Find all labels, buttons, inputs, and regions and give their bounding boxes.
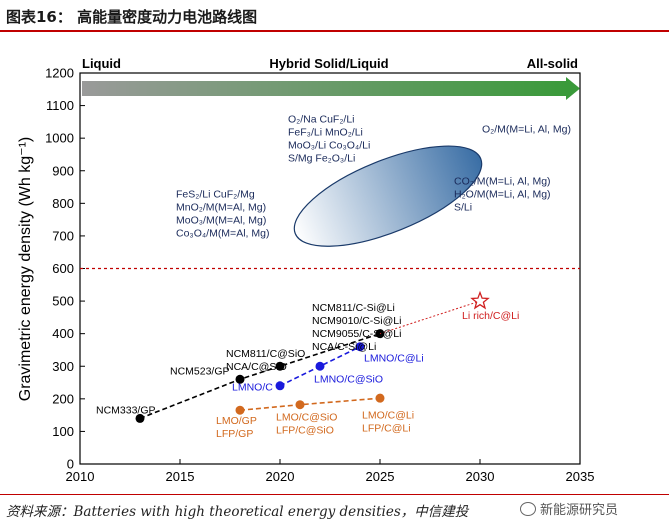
annotation-label: NCM811/C-Si@Li NCM9010/C-Si@Li NCM9055/C-S…: [312, 302, 401, 353]
annotation-line: LMNO/C@SiO: [314, 374, 383, 386]
x-tick-label: 2015: [166, 469, 195, 484]
footer-rule: [0, 494, 669, 495]
annotation-label: LMNO/C@SiO: [314, 374, 383, 386]
phase-label-liquid: Liquid: [82, 56, 121, 71]
annotation-label: CO₂/M(M=Li, Al, Mg) H₂O/M(M=Li, Al, Mg) S/…: [454, 175, 551, 213]
annotation-line: MoO₃/Li Co₃O₄/Li: [288, 140, 370, 152]
annotation-label: LMO/C@Li LFP/C@Li: [362, 409, 414, 434]
x-tick-label: 2035: [566, 469, 595, 484]
x-tick-label: 2025: [366, 469, 395, 484]
figure-title: 图表16： 高能量密度动力电池路线图: [6, 8, 258, 26]
annotation-line: LMO/C@SiO: [276, 412, 337, 424]
annotation-line: FeF₃/Li MnO₂/Li: [288, 127, 363, 139]
annotation-line: H₂O/M(M=Li, Al, Mg): [454, 188, 551, 200]
annotation-line: LMO/GP: [216, 415, 257, 427]
watermark: 新能源研究员: [520, 499, 618, 518]
annotation-line: CO₂/M(M=Li, Al, Mg): [454, 175, 551, 187]
annotation-label: O₂/Na CuF₂/Li FeF₃/Li MnO₂/Li MoO₃/Li Co₃O…: [288, 114, 370, 165]
data-point-orange: [375, 393, 385, 403]
annotation-line: MoO₃/M(M=Al, Mg): [176, 214, 266, 226]
annotation-line: S/Mg Fe₂O₃/Li: [288, 153, 355, 165]
y-tick-label: 1100: [46, 98, 74, 113]
phase-arrow: [82, 77, 580, 100]
annotation-label: FeS₂/Li CuF₂/Mg MnO₂/M(M=Al, Mg) MoO₃/M(M=…: [176, 188, 269, 239]
annotation-line: O₂/Na CuF₂/Li: [288, 114, 355, 126]
annotation-line: S/Li: [454, 201, 472, 213]
x-tick-label: 2030: [466, 469, 495, 484]
series-line-black: [139, 332, 381, 420]
annotation-label: LMNO/C: [232, 382, 273, 394]
header: 图表16： 高能量密度动力电池路线图: [0, 0, 669, 32]
annotation-label: Li rich/C@Li: [462, 310, 519, 322]
x-tick-label: 2020: [266, 469, 295, 484]
source-note: 资料来源：Batteries with high theoretical ene…: [6, 504, 469, 520]
watermark-text: 新能源研究员: [540, 503, 619, 518]
data-point-blue: [355, 342, 365, 352]
y-tick-label: 1200: [45, 66, 74, 81]
y-tick-label: 400: [52, 326, 74, 341]
y-tick-label: 700: [52, 228, 74, 243]
phase-arrow-head: [566, 77, 580, 100]
axis-ticks: 2010 2015 2020 2025 2030 2035 0 100 200 300 400 500…: [45, 66, 594, 485]
annotation-line: NCM811/C@SiO: [226, 348, 305, 360]
y-axis-label: Gravimetric energy density (Wh kg⁻¹): [17, 137, 34, 402]
annotation-line: LFP/C@SiO: [276, 425, 334, 437]
annotation-line: NCM523/GP: [170, 365, 230, 377]
energy-density-chart: 2010 2015 2020 2025 2030 2035 0 100 200 300 400 500…: [17, 56, 594, 485]
data-point-black: [235, 374, 245, 384]
annotation-line: LFP/GP: [216, 428, 253, 440]
y-tick-label: 0: [67, 457, 74, 472]
y-tick-label: 500: [52, 294, 74, 309]
y-tick-label: 900: [52, 163, 74, 178]
data-point-black: [135, 413, 145, 423]
annotation-line: NCM9055/C-Si@Li: [312, 328, 401, 340]
annotation-line: LMNO/C: [232, 382, 273, 394]
annotation-line: NCA/C-Si@Li: [312, 341, 376, 353]
annotation-line: NCA/C@SiO: [226, 361, 287, 373]
target-region-ellipse: [293, 145, 483, 247]
annotation-line: NCM9010/C-Si@Li: [312, 315, 401, 327]
target-region-group: [293, 145, 483, 247]
series-line-lirich: [379, 300, 481, 335]
y-tick-label: 300: [52, 359, 74, 374]
annotation-label: O₂/M(M=Li, Al, Mg): [482, 123, 571, 135]
annotation-line: NCM333/GP: [96, 404, 156, 416]
annotation-line: LFP/C@Li: [362, 422, 411, 434]
annotation-label: LMNO/C@Li: [364, 352, 424, 364]
series-group: [135, 290, 490, 423]
y-tick-label: 600: [52, 261, 74, 276]
annotation-label: NCM811/C@SiO NCA/C@SiO: [226, 348, 305, 373]
annotation-line: O₂/M(M=Li, Al, Mg): [482, 123, 571, 135]
data-point-orange: [235, 405, 245, 415]
y-tick-label: 800: [52, 196, 74, 211]
data-point-blue: [275, 381, 285, 391]
y-tick-label: 200: [52, 391, 74, 406]
annotation-line: Co₃O₄/M(M=Al, Mg): [176, 227, 269, 239]
annotation-line: MnO₂/M(M=Al, Mg): [176, 201, 266, 213]
title-rule: [0, 30, 669, 32]
annotation-label: LMO/GP LFP/GP: [216, 415, 257, 440]
annotation-label: NCM333/GP: [96, 404, 156, 416]
phase-label-hybrid: Hybrid Solid/Liquid: [269, 56, 388, 71]
annotation-line: LMO/C@Li: [362, 409, 414, 421]
data-point-orange: [295, 400, 305, 410]
phase-arrow-shaft: [82, 81, 568, 96]
wechat-icon: [520, 502, 536, 516]
x-tick-label: 2010: [66, 469, 95, 484]
annotation-line: NCM811/C-Si@Li: [312, 302, 395, 314]
annotation-line: Li rich/C@Li: [462, 310, 519, 322]
star-marker-lirich: [470, 290, 490, 310]
annotation-line: FeS₂/Li CuF₂/Mg: [176, 188, 255, 200]
y-tick-label: 100: [52, 424, 74, 439]
annotation-label: LMO/C@SiO LFP/C@SiO: [276, 412, 337, 437]
phase-label-all-solid: All-solid: [527, 56, 578, 71]
annotation-line: LMNO/C@Li: [364, 352, 424, 364]
data-point-blue: [315, 361, 325, 371]
y-tick-label: 1000: [45, 131, 74, 146]
data-point-black: [275, 361, 285, 371]
annotation-label: NCM523/GP: [170, 365, 230, 377]
